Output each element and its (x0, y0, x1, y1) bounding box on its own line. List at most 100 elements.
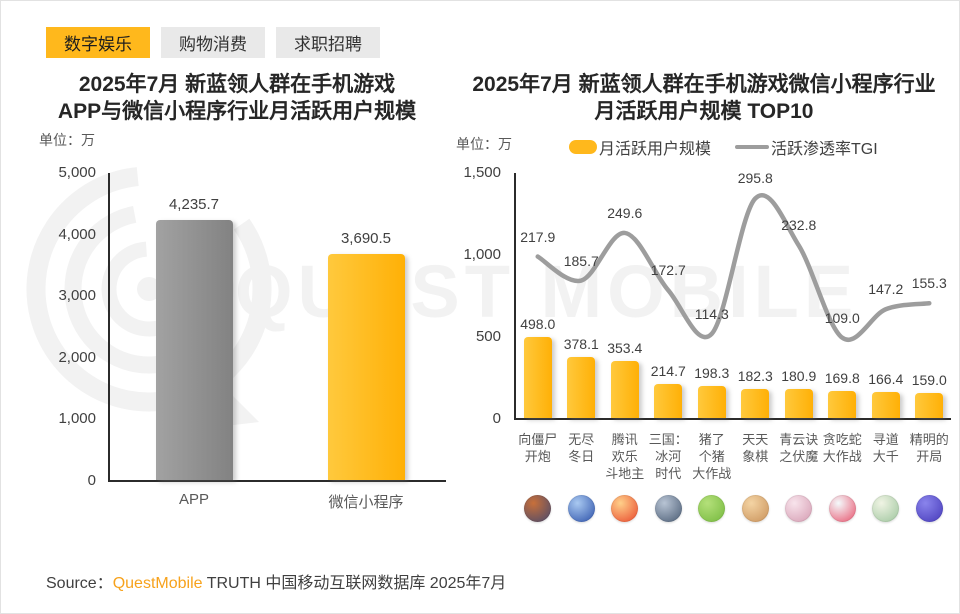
category-label-微信小程序: 微信小程序 (328, 494, 404, 511)
bar-value-向僵尸开炮: 498.0 (520, 316, 556, 333)
category-label-line: 欢乐 (611, 449, 638, 464)
tgi-value-三国：冰河时代: 172.7 (650, 262, 686, 279)
bar-value-无尽冬日: 378.1 (563, 335, 599, 352)
bar-value-寻道大千: 166.4 (868, 370, 904, 387)
category-label-line: 斗地主 (605, 466, 645, 481)
right-y-tick: 1,000 (463, 246, 501, 263)
left-y-tick: 5,000 (58, 164, 96, 181)
legend-label: 活跃渗透率TGI (771, 141, 878, 158)
category-tabs: 数字娱乐 购物消费 求职招聘 (46, 27, 380, 58)
bar-天天象棋 (741, 389, 770, 418)
bar-value-贪吃蛇大作战: 169.8 (824, 370, 860, 387)
right-y-tick: 1,500 (463, 164, 501, 181)
category-label-腾讯欢乐斗地主: 腾讯 欢乐 斗地主 (599, 431, 651, 482)
left-y-tick: 0 (87, 472, 96, 489)
bar-value-三国：冰河时代: 214.7 (650, 362, 686, 379)
bar-value-天天象棋: 182.3 (737, 368, 773, 385)
category-label-向僵尸开炮: 向僵尸 开炮 (512, 431, 564, 465)
right-y-tick: 0 (492, 410, 501, 427)
left-chart-title-line2: APP与微信小程序行业月活跃用户规模 (57, 100, 417, 123)
legend-bar-swatch (569, 140, 597, 154)
legend-item-line: 活跃渗透率TGI (735, 135, 878, 159)
left-chart-title-line1: 2025年7月 新蓝领人群在手机游戏 (78, 73, 396, 96)
bar-青云诀之伏魔 (784, 389, 813, 418)
right-chart-x-axis (514, 418, 951, 420)
legend-item-bar: 月活跃用户规模 (569, 135, 711, 159)
bar-向僵尸开炮 (523, 337, 552, 418)
left-chart-y-axis (108, 173, 110, 481)
bar-腾讯欢乐斗地主 (610, 361, 639, 418)
tgi-value-无尽冬日: 185.7 (563, 252, 599, 269)
left-y-tick: 2,000 (58, 348, 96, 366)
right-chart-title-line2: 月活跃用户规模 TOP10 (594, 100, 814, 123)
left-y-tick: 1,000 (58, 410, 96, 428)
category-label-青云诀之伏魔: 青云诀 之伏魔 (773, 431, 825, 465)
game-icon-zhule-gezhu-dazuozhan (698, 495, 726, 522)
bar-value-APP: 4,235.7 (168, 196, 220, 214)
tgi-value-天天象棋: 295.8 (737, 170, 773, 187)
game-icon-qingyunjue-zhifumo (785, 495, 813, 522)
category-label-天天象棋: 天天 象棋 (729, 431, 781, 465)
right-chart-unit-label: 单位：万 (456, 136, 512, 152)
tab-job-recruiting[interactable]: 求职招聘 (276, 27, 380, 58)
game-icon-tanchishe-dazuozhan (828, 495, 856, 522)
category-label-精明的开局: 精明的 开局 (903, 431, 955, 465)
category-label-寻道大千: 寻道 大千 (860, 431, 912, 465)
category-label-APP: APP (178, 491, 209, 508)
left-chart-x-axis (108, 480, 446, 482)
source-note: Source：QuestMobile TRUTH 中国移动互联网数据库 2025… (46, 569, 506, 593)
bar-三国：冰河时代 (654, 383, 683, 418)
category-label-line: 三国： (648, 432, 688, 447)
bar-value-腾讯欢乐斗地主: 353.4 (607, 340, 643, 357)
source-label: Source： (46, 575, 113, 592)
category-label-line: 寻道 (872, 432, 899, 447)
left-y-tick: 3,000 (58, 287, 96, 305)
category-label-三国：冰河时代: 三国： 冰河 时代 (642, 431, 694, 482)
bar-贪吃蛇大作战 (828, 391, 857, 418)
category-label-猪了个猪大作战: 猪了 个猪 大作战 (686, 431, 738, 482)
category-label-line: 冬日 (568, 449, 595, 464)
right-chart-legend: 月活跃用户规模 活跃渗透率TGI (569, 135, 892, 159)
category-label-line: 象棋 (742, 449, 769, 464)
category-label-line: 青云诀 (779, 432, 819, 447)
left-chart-unit-label: 单位：万 (39, 132, 95, 148)
category-label-line: 大作战 (692, 466, 732, 481)
source-suffix: TRUTH 中国移动互联网数据库 2025年7月 (202, 575, 507, 592)
category-label-line: 无尽 (568, 432, 595, 447)
game-icon-jingming-de-kaiju (915, 495, 943, 522)
category-label-无尽冬日: 无尽 冬日 (555, 431, 607, 465)
tgi-value-猪了个猪大作战: 114.3 (694, 305, 729, 322)
tab-digital-entertainment[interactable]: 数字娱乐 (46, 27, 150, 58)
tgi-value-向僵尸开炮: 217.9 (520, 228, 556, 245)
category-label-line: 贪吃蛇 (822, 432, 862, 447)
bar-寻道大千 (871, 391, 900, 418)
game-icon-wujin-dongri (567, 495, 595, 522)
category-label-line: 时代 (655, 466, 682, 481)
category-label-line: 开局 (916, 449, 943, 464)
game-icon-xundao-daqian (872, 495, 900, 522)
category-label-line: 开炮 (524, 449, 551, 464)
category-label-line: 大千 (872, 449, 899, 464)
bar-微信小程序 (327, 253, 405, 480)
bar-value-微信小程序: 3,690.5 (340, 229, 392, 247)
bar-猪了个猪大作战 (697, 386, 726, 418)
category-label-line: 之伏魔 (779, 449, 819, 464)
category-label-line: 精明的 (909, 432, 949, 447)
game-icon-sanguo-binghe-shidai (654, 495, 682, 522)
game-icon-xiang-jiangshi-kaipao (524, 495, 552, 522)
tgi-value-青云诀之伏魔: 232.8 (781, 217, 817, 234)
source-brand: QuestMobile (112, 575, 203, 592)
category-label-贪吃蛇大作战: 贪吃蛇 大作战 (816, 431, 868, 465)
bar-精明的开局 (915, 392, 944, 418)
legend-line-swatch (735, 145, 770, 149)
tab-shopping-consumption[interactable]: 购物消费 (161, 27, 265, 58)
bar-APP (155, 220, 233, 480)
category-label-line: 向僵尸 (518, 432, 558, 447)
category-label-line: 天天 (742, 432, 769, 447)
tgi-value-腾讯欢乐斗地主: 249.6 (607, 204, 643, 221)
tgi-value-贪吃蛇大作战: 109.0 (824, 309, 860, 326)
left-y-tick: 4,000 (58, 225, 96, 243)
